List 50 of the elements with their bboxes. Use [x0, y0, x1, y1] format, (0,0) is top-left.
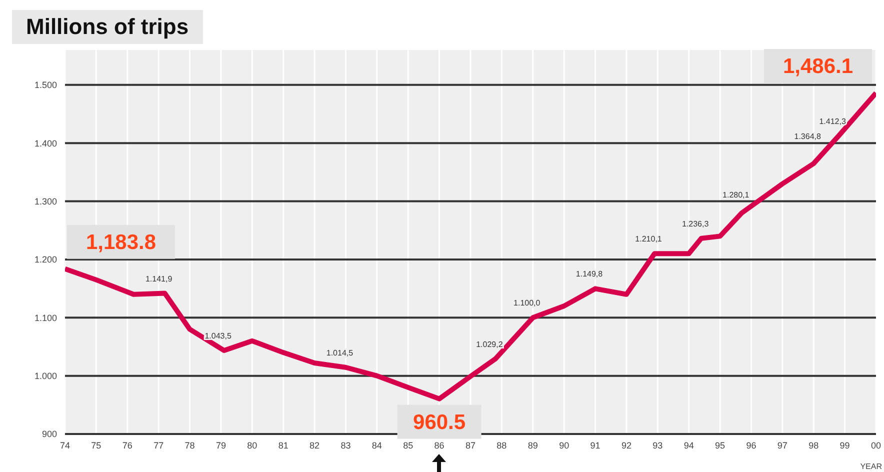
annotation: 1,486.1 [782, 54, 854, 78]
x-tick-label: 80 [247, 440, 258, 450]
x-tick-label: 95 [715, 440, 726, 450]
y-tick-label: 1.500 [34, 80, 57, 90]
annotation: 960.5 [413, 410, 466, 434]
x-tick-label: 83 [340, 440, 351, 450]
x-tick-label: 97 [777, 440, 788, 450]
x-tick-label: 98 [808, 440, 819, 450]
x-tick-label: 78 [184, 440, 195, 450]
x-tick-label: 75 [91, 440, 102, 450]
x-tick-label: 92 [621, 440, 632, 450]
x-tick-label: 93 [652, 440, 663, 450]
data-label: 1.412,3 [819, 116, 846, 126]
x-tick-label: 99 [840, 440, 850, 450]
y-tick-label: 1.100 [34, 312, 57, 323]
x-tick-label: 94 [684, 440, 694, 450]
x-tick-label: 77 [154, 440, 164, 450]
data-label: 1.014,5 [326, 348, 354, 358]
x-tick-label: 89 [528, 440, 538, 450]
x-tick-label: 81 [278, 440, 288, 450]
x-tick-label: 84 [372, 440, 382, 450]
data-label: 1.280,1 [722, 190, 750, 200]
x-tick-label: 88 [496, 440, 507, 450]
data-label: 1.236,3 [682, 219, 710, 228]
data-label: 1.364,8 [794, 132, 822, 142]
y-tick-label: 1.400 [34, 138, 57, 148]
x-tick-label: 82 [310, 440, 320, 450]
y-tick-label: 1.300 [34, 196, 57, 206]
x-tick-label: 96 [746, 440, 756, 450]
annotation: 1,183.8 [86, 230, 156, 254]
x-tick-label: 91 [590, 440, 600, 450]
data-label: 1.100,0 [514, 298, 541, 308]
data-label: 1.141,9 [145, 274, 173, 284]
y-tick-label: 1.200 [34, 254, 57, 265]
y-tick-label: 900 [42, 429, 57, 440]
x-tick-label: 87 [465, 440, 476, 450]
chart-title: Millions of trips [12, 10, 203, 44]
data-label: 1.149,8 [576, 270, 604, 279]
x-tick-label: 76 [122, 440, 132, 450]
x-tick-label: 00 [870, 440, 882, 450]
y-tick-label: 1.000 [34, 371, 57, 382]
x-tick-label: 86 [434, 440, 444, 450]
x-axis-title: YEAR [860, 462, 882, 471]
x-tick-label: 79 [216, 440, 226, 450]
data-label: 1.210,1 [635, 234, 662, 244]
x-tick-label: 90 [559, 440, 570, 450]
data-label: 1.043,5 [204, 332, 232, 341]
x-tick-label: 85 [403, 440, 414, 450]
x-tick-label: 74 [60, 440, 70, 450]
data-label: 1.029,2 [476, 340, 504, 349]
